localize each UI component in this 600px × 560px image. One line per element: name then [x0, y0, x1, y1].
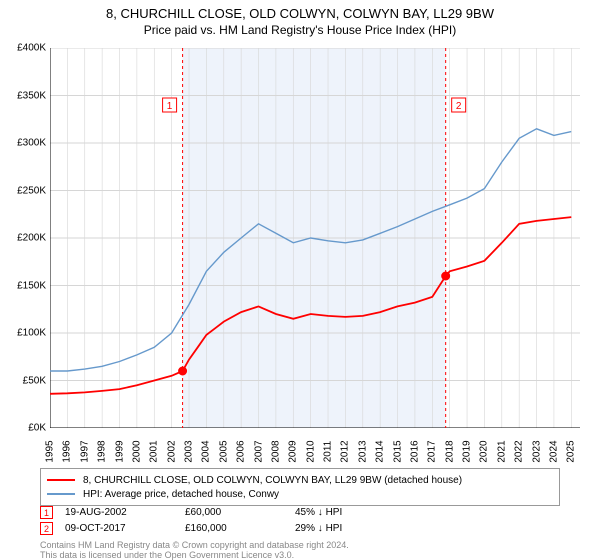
x-tick-label: 2023	[531, 432, 542, 472]
x-tick-label: 2016	[409, 432, 420, 472]
x-tick-label: 2005	[218, 432, 229, 472]
x-tick-label: 1999	[114, 432, 125, 472]
y-tick-label: £150K	[6, 280, 46, 291]
y-tick-label: £400K	[6, 43, 46, 54]
sale-price-2: £160,000	[185, 523, 295, 534]
x-tick-label: 2002	[166, 432, 177, 472]
x-tick-label: 2008	[270, 432, 281, 472]
sale-diff-1: 45% ↓ HPI	[295, 507, 342, 518]
x-tick-label: 2001	[149, 432, 160, 472]
legend-label-hpi: HPI: Average price, detached house, Conw…	[83, 489, 279, 500]
x-tick-label: 2015	[392, 432, 403, 472]
svg-text:2: 2	[456, 101, 462, 112]
legend-row-hpi: HPI: Average price, detached house, Conw…	[47, 487, 553, 501]
sale-marker-2: 2	[40, 522, 53, 535]
x-tick-label: 2010	[305, 432, 316, 472]
x-tick-label: 2007	[253, 432, 264, 472]
x-tick-label: 1996	[62, 432, 73, 472]
footer-line-1: Contains HM Land Registry data © Crown c…	[40, 540, 349, 550]
y-tick-label: £200K	[6, 233, 46, 244]
sale-marker-1: 1	[40, 506, 53, 519]
sale-date-1: 19-AUG-2002	[65, 507, 185, 518]
sale-row-1: 1 19-AUG-2002 £60,000 45% ↓ HPI	[40, 506, 560, 519]
x-tick-label: 1998	[97, 432, 108, 472]
x-tick-label: 2021	[496, 432, 507, 472]
sale-diff-2: 29% ↓ HPI	[295, 523, 342, 534]
y-tick-label: £50K	[6, 375, 46, 386]
legend-box: 8, CHURCHILL CLOSE, OLD COLWYN, COLWYN B…	[40, 468, 560, 506]
x-tick-label: 2017	[427, 432, 438, 472]
chart-title: 8, CHURCHILL CLOSE, OLD COLWYN, COLWYN B…	[0, 0, 600, 21]
y-tick-label: £350K	[6, 90, 46, 101]
x-tick-label: 1995	[45, 432, 56, 472]
y-tick-label: £0K	[6, 423, 46, 434]
x-tick-label: 2019	[462, 432, 473, 472]
footer-line-2: This data is licensed under the Open Gov…	[40, 550, 294, 560]
chart-plot-area: 12 £0K£50K£100K£150K£200K£250K£300K£350K…	[50, 48, 580, 428]
sale-row-2: 2 09-OCT-2017 £160,000 29% ↓ HPI	[40, 522, 560, 535]
x-tick-label: 2020	[479, 432, 490, 472]
legend-row-property: 8, CHURCHILL CLOSE, OLD COLWYN, COLWYN B…	[47, 473, 553, 487]
y-tick-label: £300K	[6, 138, 46, 149]
chart-svg: 12	[50, 48, 580, 428]
legend-swatch-hpi	[47, 493, 75, 494]
svg-text:1: 1	[167, 101, 173, 112]
x-tick-label: 2006	[236, 432, 247, 472]
x-tick-label: 2011	[323, 432, 334, 472]
x-tick-label: 2012	[340, 432, 351, 472]
x-tick-label: 1997	[79, 432, 90, 472]
x-tick-label: 2022	[514, 432, 525, 472]
x-tick-label: 2000	[131, 432, 142, 472]
sale-date-2: 09-OCT-2017	[65, 523, 185, 534]
x-tick-label: 2003	[184, 432, 195, 472]
chart-subtitle: Price paid vs. HM Land Registry's House …	[0, 21, 600, 37]
x-tick-label: 2025	[566, 432, 577, 472]
x-tick-label: 2004	[201, 432, 212, 472]
x-tick-label: 2014	[375, 432, 386, 472]
y-tick-label: £100K	[6, 328, 46, 339]
sale-price-1: £60,000	[185, 507, 295, 518]
y-tick-label: £250K	[6, 185, 46, 196]
x-tick-label: 2009	[288, 432, 299, 472]
x-tick-label: 2013	[357, 432, 368, 472]
x-tick-label: 2024	[548, 432, 559, 472]
x-tick-label: 2018	[444, 432, 455, 472]
legend-label-property: 8, CHURCHILL CLOSE, OLD COLWYN, COLWYN B…	[83, 475, 462, 486]
legend-swatch-property	[47, 479, 75, 481]
